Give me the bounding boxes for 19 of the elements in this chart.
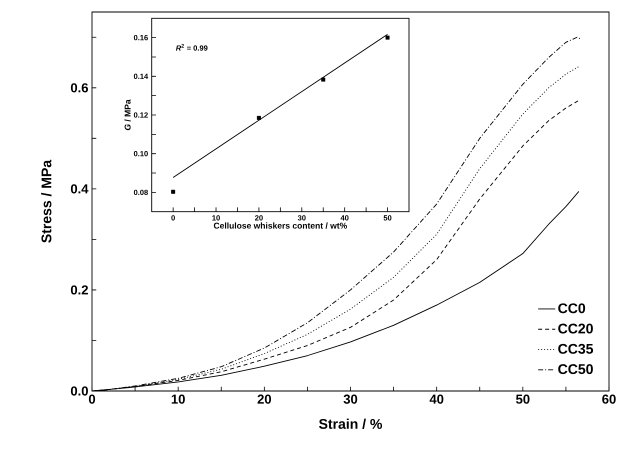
legend-label: CC20 [558, 324, 593, 334]
x-tick-label: 40 [430, 394, 444, 404]
x-axis-title: Cellulose whiskers content / wt% [214, 222, 347, 229]
y-tick-label: 0.4 [70, 184, 88, 194]
y-axis-title: G / MPa [124, 99, 131, 130]
y-axis-title: Stress / MPa [41, 160, 52, 243]
x-tick-label: 30 [344, 394, 358, 404]
x-tick-label: 0 [88, 394, 96, 404]
y-tick-label: 0.0 [70, 386, 88, 396]
x-tick-label: 60 [602, 394, 616, 404]
legend-label: CC35 [558, 344, 594, 354]
x-tick-label: 20 [258, 394, 272, 404]
y-tick-label: 0.6 [70, 83, 88, 92]
legend-label: CC0 [558, 303, 586, 314]
x-tick-label: 50 [516, 394, 530, 404]
x-axis-title: Strain / % [319, 418, 382, 430]
legend-label: CC50 [558, 364, 593, 374]
y-tick-label: 0.2 [70, 285, 88, 295]
x-tick-label: 10 [172, 394, 185, 404]
